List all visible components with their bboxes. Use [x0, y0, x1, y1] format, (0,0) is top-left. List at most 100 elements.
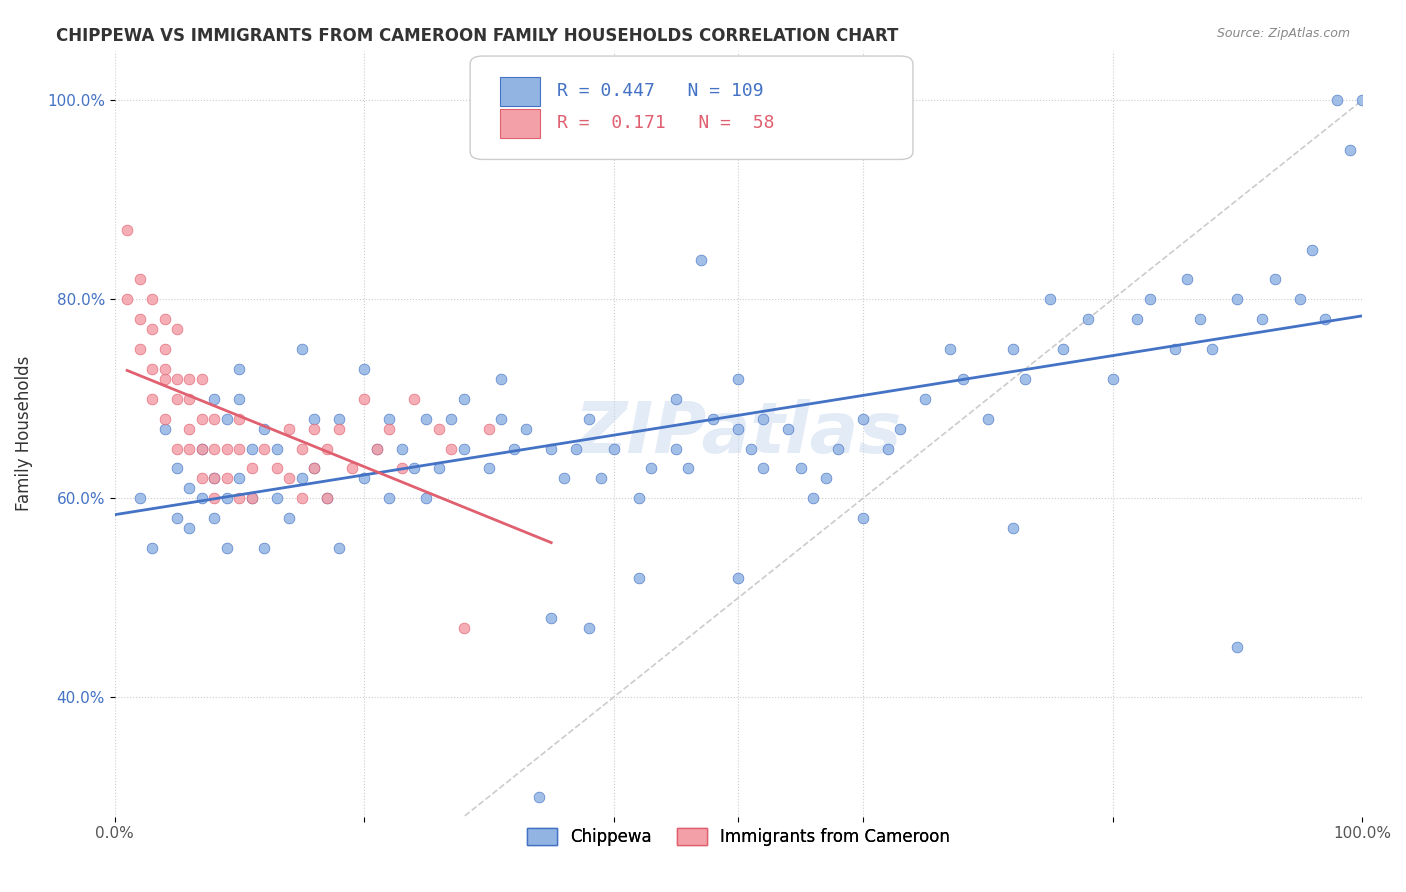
Point — [1226, 293, 1249, 307]
Point — [202, 442, 225, 456]
Point — [1188, 312, 1211, 326]
Point — [179, 442, 201, 456]
Point — [914, 392, 936, 406]
Point — [478, 422, 501, 436]
Point — [1175, 272, 1198, 286]
Point — [240, 442, 263, 456]
Point — [191, 442, 214, 456]
Point — [353, 362, 375, 376]
Point — [391, 442, 413, 456]
Point — [752, 461, 775, 475]
Point — [340, 461, 363, 475]
Point — [240, 461, 263, 475]
Point — [740, 442, 762, 456]
Point — [128, 272, 150, 286]
Point — [378, 411, 401, 425]
Point — [179, 521, 201, 535]
Point — [191, 442, 214, 456]
Point — [378, 422, 401, 436]
Point — [179, 372, 201, 386]
Point — [1264, 272, 1286, 286]
Point — [202, 392, 225, 406]
Point — [315, 491, 337, 506]
Point — [1014, 372, 1036, 386]
Point — [153, 342, 176, 356]
FancyBboxPatch shape — [501, 77, 540, 106]
Text: CHIPPEWA VS IMMIGRANTS FROM CAMEROON FAMILY HOUSEHOLDS CORRELATION CHART: CHIPPEWA VS IMMIGRANTS FROM CAMEROON FAM… — [56, 27, 898, 45]
Point — [228, 491, 250, 506]
Point — [166, 392, 188, 406]
Point — [291, 342, 314, 356]
Point — [215, 471, 238, 485]
Point — [266, 461, 288, 475]
Point — [291, 491, 314, 506]
Point — [278, 471, 301, 485]
Point — [302, 411, 325, 425]
Point — [128, 491, 150, 506]
Point — [827, 442, 849, 456]
Point — [1313, 312, 1336, 326]
Text: Source: ZipAtlas.com: Source: ZipAtlas.com — [1216, 27, 1350, 40]
Point — [228, 442, 250, 456]
Point — [141, 293, 163, 307]
Point — [1126, 312, 1149, 326]
Point — [689, 252, 711, 267]
Point — [578, 411, 600, 425]
Point — [402, 392, 425, 406]
Point — [240, 491, 263, 506]
Legend: Chippewa, Immigrants from Cameroon: Chippewa, Immigrants from Cameroon — [519, 820, 959, 855]
Point — [153, 362, 176, 376]
Point — [415, 411, 437, 425]
FancyBboxPatch shape — [470, 56, 912, 160]
Point — [752, 411, 775, 425]
Point — [302, 461, 325, 475]
Point — [166, 511, 188, 525]
Point — [391, 461, 413, 475]
Point — [328, 541, 350, 555]
Point — [702, 411, 724, 425]
Point — [1226, 640, 1249, 655]
Point — [141, 322, 163, 336]
Point — [1339, 143, 1361, 157]
Point — [215, 491, 238, 506]
Point — [141, 362, 163, 376]
Point — [502, 442, 524, 456]
Point — [778, 422, 800, 436]
Point — [202, 411, 225, 425]
Point — [1351, 94, 1374, 108]
Point — [789, 461, 811, 475]
Point — [553, 471, 575, 485]
Point — [1001, 521, 1024, 535]
Point — [166, 461, 188, 475]
Point — [889, 422, 911, 436]
Point — [665, 392, 688, 406]
Point — [179, 392, 201, 406]
Point — [540, 610, 562, 624]
Point — [215, 541, 238, 555]
Point — [491, 372, 513, 386]
Point — [877, 442, 900, 456]
Point — [1251, 312, 1274, 326]
Point — [540, 442, 562, 456]
Point — [727, 571, 749, 585]
Point — [366, 442, 388, 456]
Point — [191, 411, 214, 425]
Point — [353, 471, 375, 485]
Point — [453, 392, 475, 406]
Point — [1052, 342, 1074, 356]
Point — [640, 461, 662, 475]
Point — [179, 422, 201, 436]
Point — [1139, 293, 1161, 307]
Point — [253, 422, 276, 436]
Point — [128, 312, 150, 326]
Point — [952, 372, 974, 386]
Point — [1301, 243, 1323, 257]
Point — [215, 442, 238, 456]
Text: ZIPatlas: ZIPatlas — [575, 399, 903, 468]
Point — [153, 422, 176, 436]
Point — [801, 491, 824, 506]
Point — [852, 411, 875, 425]
Point — [291, 471, 314, 485]
Point — [591, 471, 613, 485]
Point — [228, 411, 250, 425]
